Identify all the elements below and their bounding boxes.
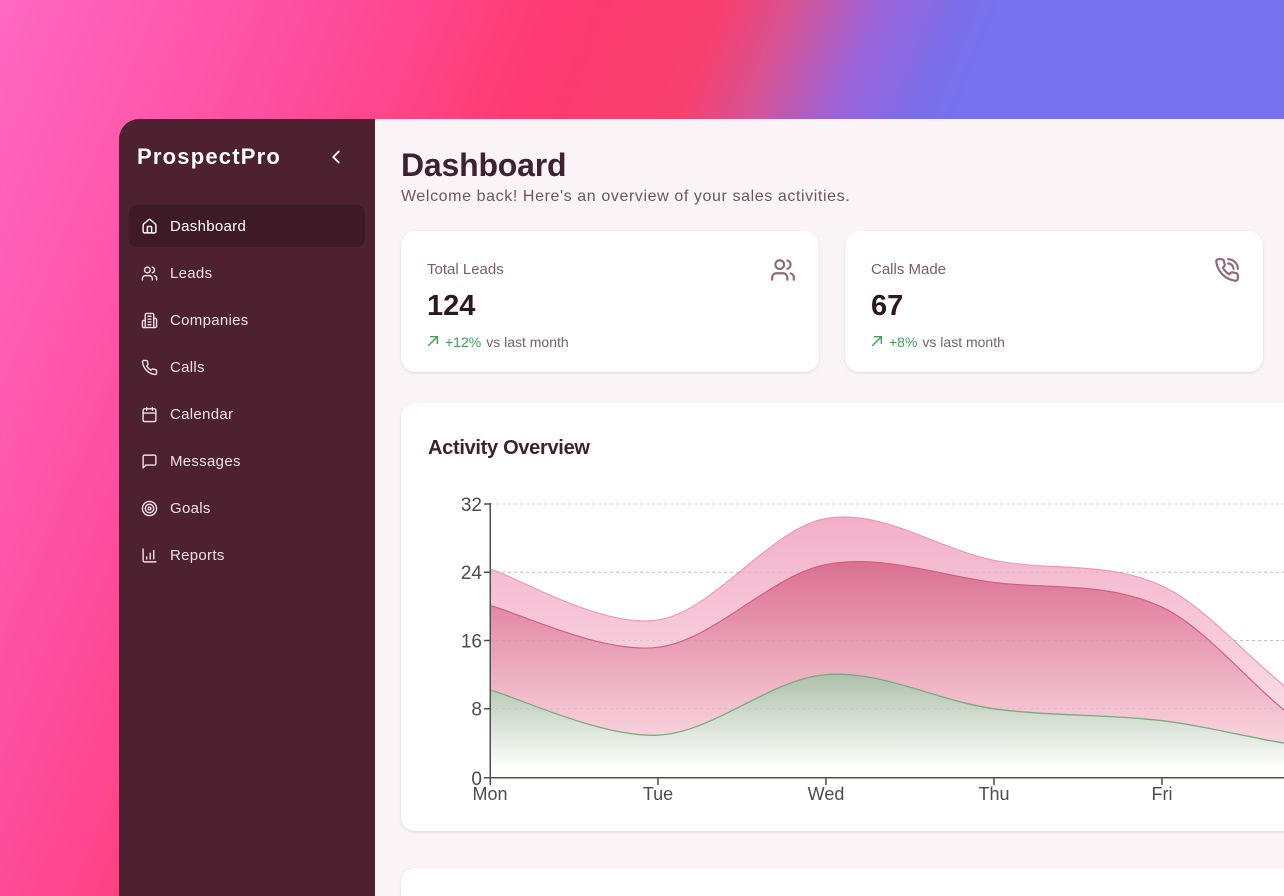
- svg-text:32: 32: [461, 495, 482, 516]
- svg-text:0: 0: [471, 769, 482, 790]
- svg-text:24: 24: [461, 563, 483, 584]
- svg-text:Mon: Mon: [472, 784, 507, 804]
- svg-text:Thu: Thu: [978, 784, 1009, 804]
- svg-text:Wed: Wed: [808, 784, 845, 804]
- svg-text:Fri: Fri: [1152, 784, 1173, 804]
- svg-text:Tue: Tue: [643, 784, 673, 804]
- svg-text:8: 8: [471, 700, 482, 721]
- svg-text:16: 16: [461, 631, 482, 652]
